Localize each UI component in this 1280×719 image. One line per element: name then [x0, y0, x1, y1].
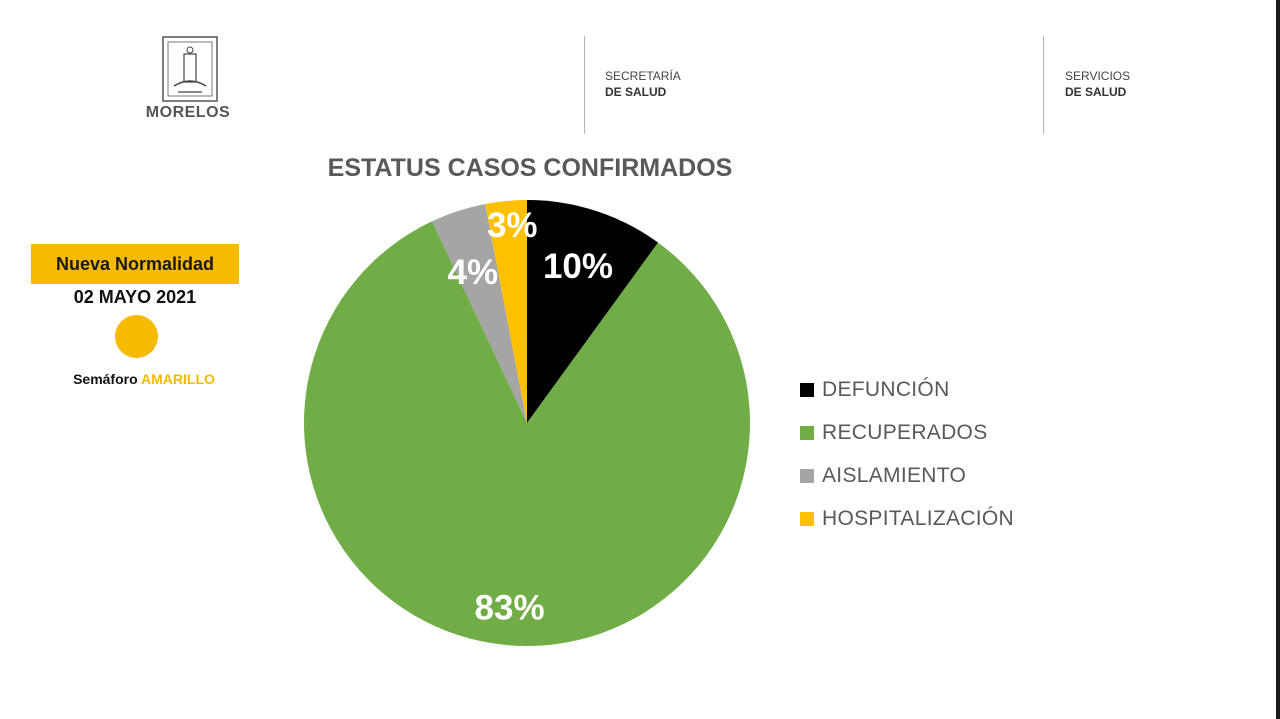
header-divider	[584, 36, 585, 134]
data-label-hospitalizacion: 3%	[487, 206, 538, 245]
data-label-recuperados: 83%	[475, 588, 545, 627]
agency-line: SERVICIOS	[1065, 69, 1131, 83]
pie-slice-recuperados	[304, 221, 751, 647]
traffic-light-status: Semáforo AMARILLO	[31, 371, 257, 387]
traffic-light-prefix: Semáforo	[73, 371, 138, 387]
traffic-light-dot	[115, 315, 158, 358]
chart-legend: DEFUNCIÓN RECUPERADOS AISLAMIENTO HOSPITALI…	[800, 368, 1014, 540]
chart-title: ESTATUS CASOS CONFIRMADOS	[327, 154, 733, 182]
legend-label: HOSPITALIZACIÓN	[822, 506, 1014, 530]
pie-labels: 10% 83% 4% 3%	[448, 206, 613, 627]
legend-item-recuperados: RECUPERADOS	[800, 411, 1014, 454]
state-name: MORELOS	[145, 104, 231, 121]
legend-item-aislamiento: AISLAMIENTO	[800, 454, 1014, 497]
legend-swatch	[800, 382, 814, 397]
legend-label: AISLAMIENTO	[822, 463, 967, 487]
header-divider	[1043, 36, 1044, 134]
pie-slice-aislamiento	[432, 203, 527, 423]
pie-slice-hospitalizacion	[485, 200, 527, 423]
traffic-light-color-word: AMARILLO	[141, 371, 215, 387]
phase-date: 02 MAYO 2021	[73, 287, 197, 307]
legend-swatch	[800, 511, 814, 526]
legend-item-hospitalizacion: HOSPITALIZACIÓN	[800, 497, 1014, 540]
agency-line: SECRETARÍA	[605, 69, 681, 83]
legend-swatch	[800, 425, 814, 440]
coat-of-arms-icon	[162, 36, 218, 102]
agency-line: DE SALUD	[605, 85, 667, 99]
window-edge	[1276, 0, 1280, 719]
agency-servicios-salud: SERVICIOS DE SALUD	[1065, 68, 1130, 100]
legend-label: DEFUNCIÓN	[822, 377, 950, 401]
legend-item-defuncion: DEFUNCIÓN	[800, 368, 1014, 411]
pie-slice-defuncion	[527, 200, 659, 423]
agency-line: DE SALUD	[1065, 85, 1127, 99]
phase-badge: Nueva Normalidad	[31, 244, 239, 284]
legend-swatch	[800, 468, 814, 483]
data-label-aislamiento: 4%	[448, 253, 499, 292]
agency-secretaria-salud: SECRETARÍA DE SALUD	[605, 68, 681, 100]
data-label-defuncion: 10%	[543, 247, 613, 286]
pie-slices	[304, 200, 751, 647]
legend-label: RECUPERADOS	[822, 420, 988, 444]
